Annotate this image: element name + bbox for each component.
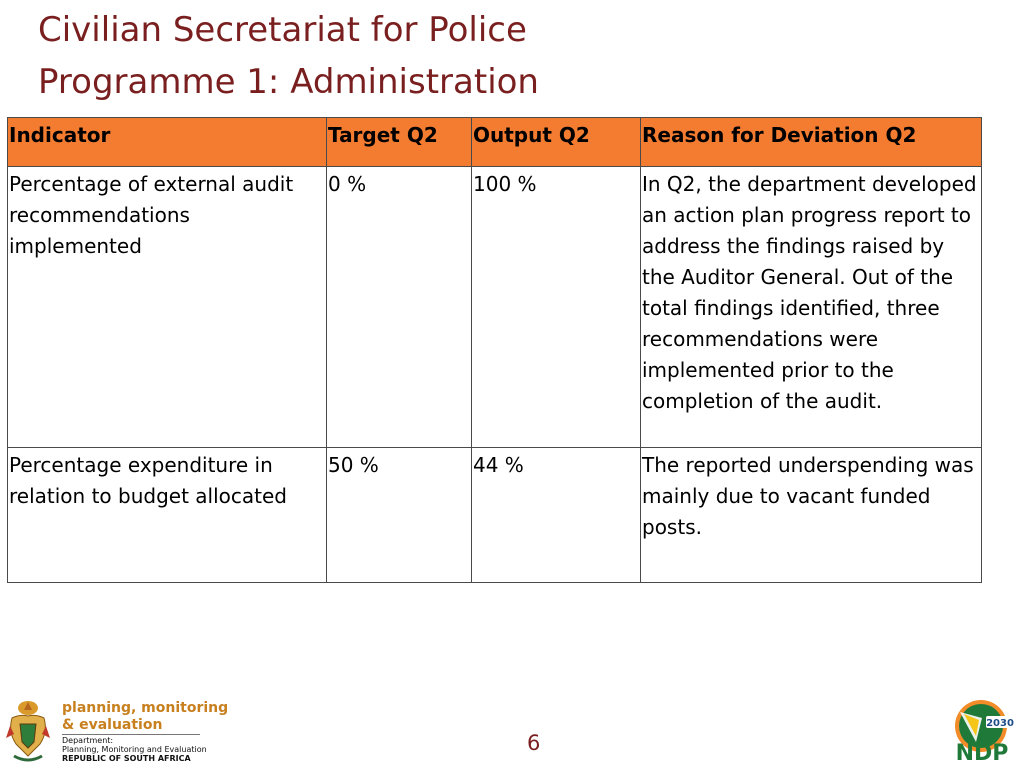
- dpme-logo: planning, monitoring & evaluation Depart…: [4, 698, 228, 764]
- cell-output: 44 %: [471, 447, 641, 583]
- cell-target: 50 %: [326, 447, 472, 583]
- header-indicator: Indicator: [7, 117, 327, 167]
- header-target-q2: Target Q2: [326, 117, 472, 167]
- dpme-line-2: & evaluation: [62, 717, 163, 733]
- dept-line-2: Planning, Monitoring and Evaluation: [62, 745, 207, 754]
- coat-of-arms-icon: [6, 701, 50, 762]
- ndp-year-text: 2030: [986, 718, 1014, 729]
- results-table: Indicator Target Q2 Output Q2 Reason for…: [7, 117, 982, 583]
- slide-title: Civilian Secretariat for Police Programm…: [38, 4, 539, 108]
- header-reason-q2: Reason for Deviation Q2: [640, 117, 982, 167]
- header-output-q2: Output Q2: [471, 117, 641, 167]
- table-row: Percentage of external audit recommendat…: [7, 166, 982, 448]
- title-line-2: Programme 1: Administration: [38, 62, 539, 102]
- cell-reason: The reported underspending was mainly du…: [640, 447, 982, 583]
- dept-line-1: Department:: [62, 736, 114, 745]
- cell-indicator: Percentage of external audit recommendat…: [7, 166, 327, 448]
- dpme-wordmark: planning, monitoring & evaluation: [62, 700, 228, 734]
- ndp-2030-logo: 2030 NDP: [955, 700, 1014, 762]
- ndp-text: NDP: [956, 741, 1009, 762]
- page-number: 6: [527, 731, 541, 755]
- table-row: Percentage expenditure in relation to bu…: [7, 447, 982, 583]
- cell-reason: In Q2, the department developed an actio…: [640, 166, 982, 448]
- dpme-department: Department: Planning, Monitoring and Eva…: [62, 736, 207, 763]
- dpme-line-1: planning, monitoring: [62, 700, 229, 716]
- table-header-row: Indicator Target Q2 Output Q2 Reason for…: [7, 117, 982, 167]
- cell-target: 0 %: [326, 166, 472, 448]
- cell-indicator: Percentage expenditure in relation to bu…: [7, 447, 327, 583]
- title-line-1: Civilian Secretariat for Police: [38, 10, 527, 50]
- dpme-divider: [62, 734, 200, 735]
- dept-line-3: REPUBLIC OF SOUTH AFRICA: [62, 754, 191, 763]
- cell-output: 100 %: [471, 166, 641, 448]
